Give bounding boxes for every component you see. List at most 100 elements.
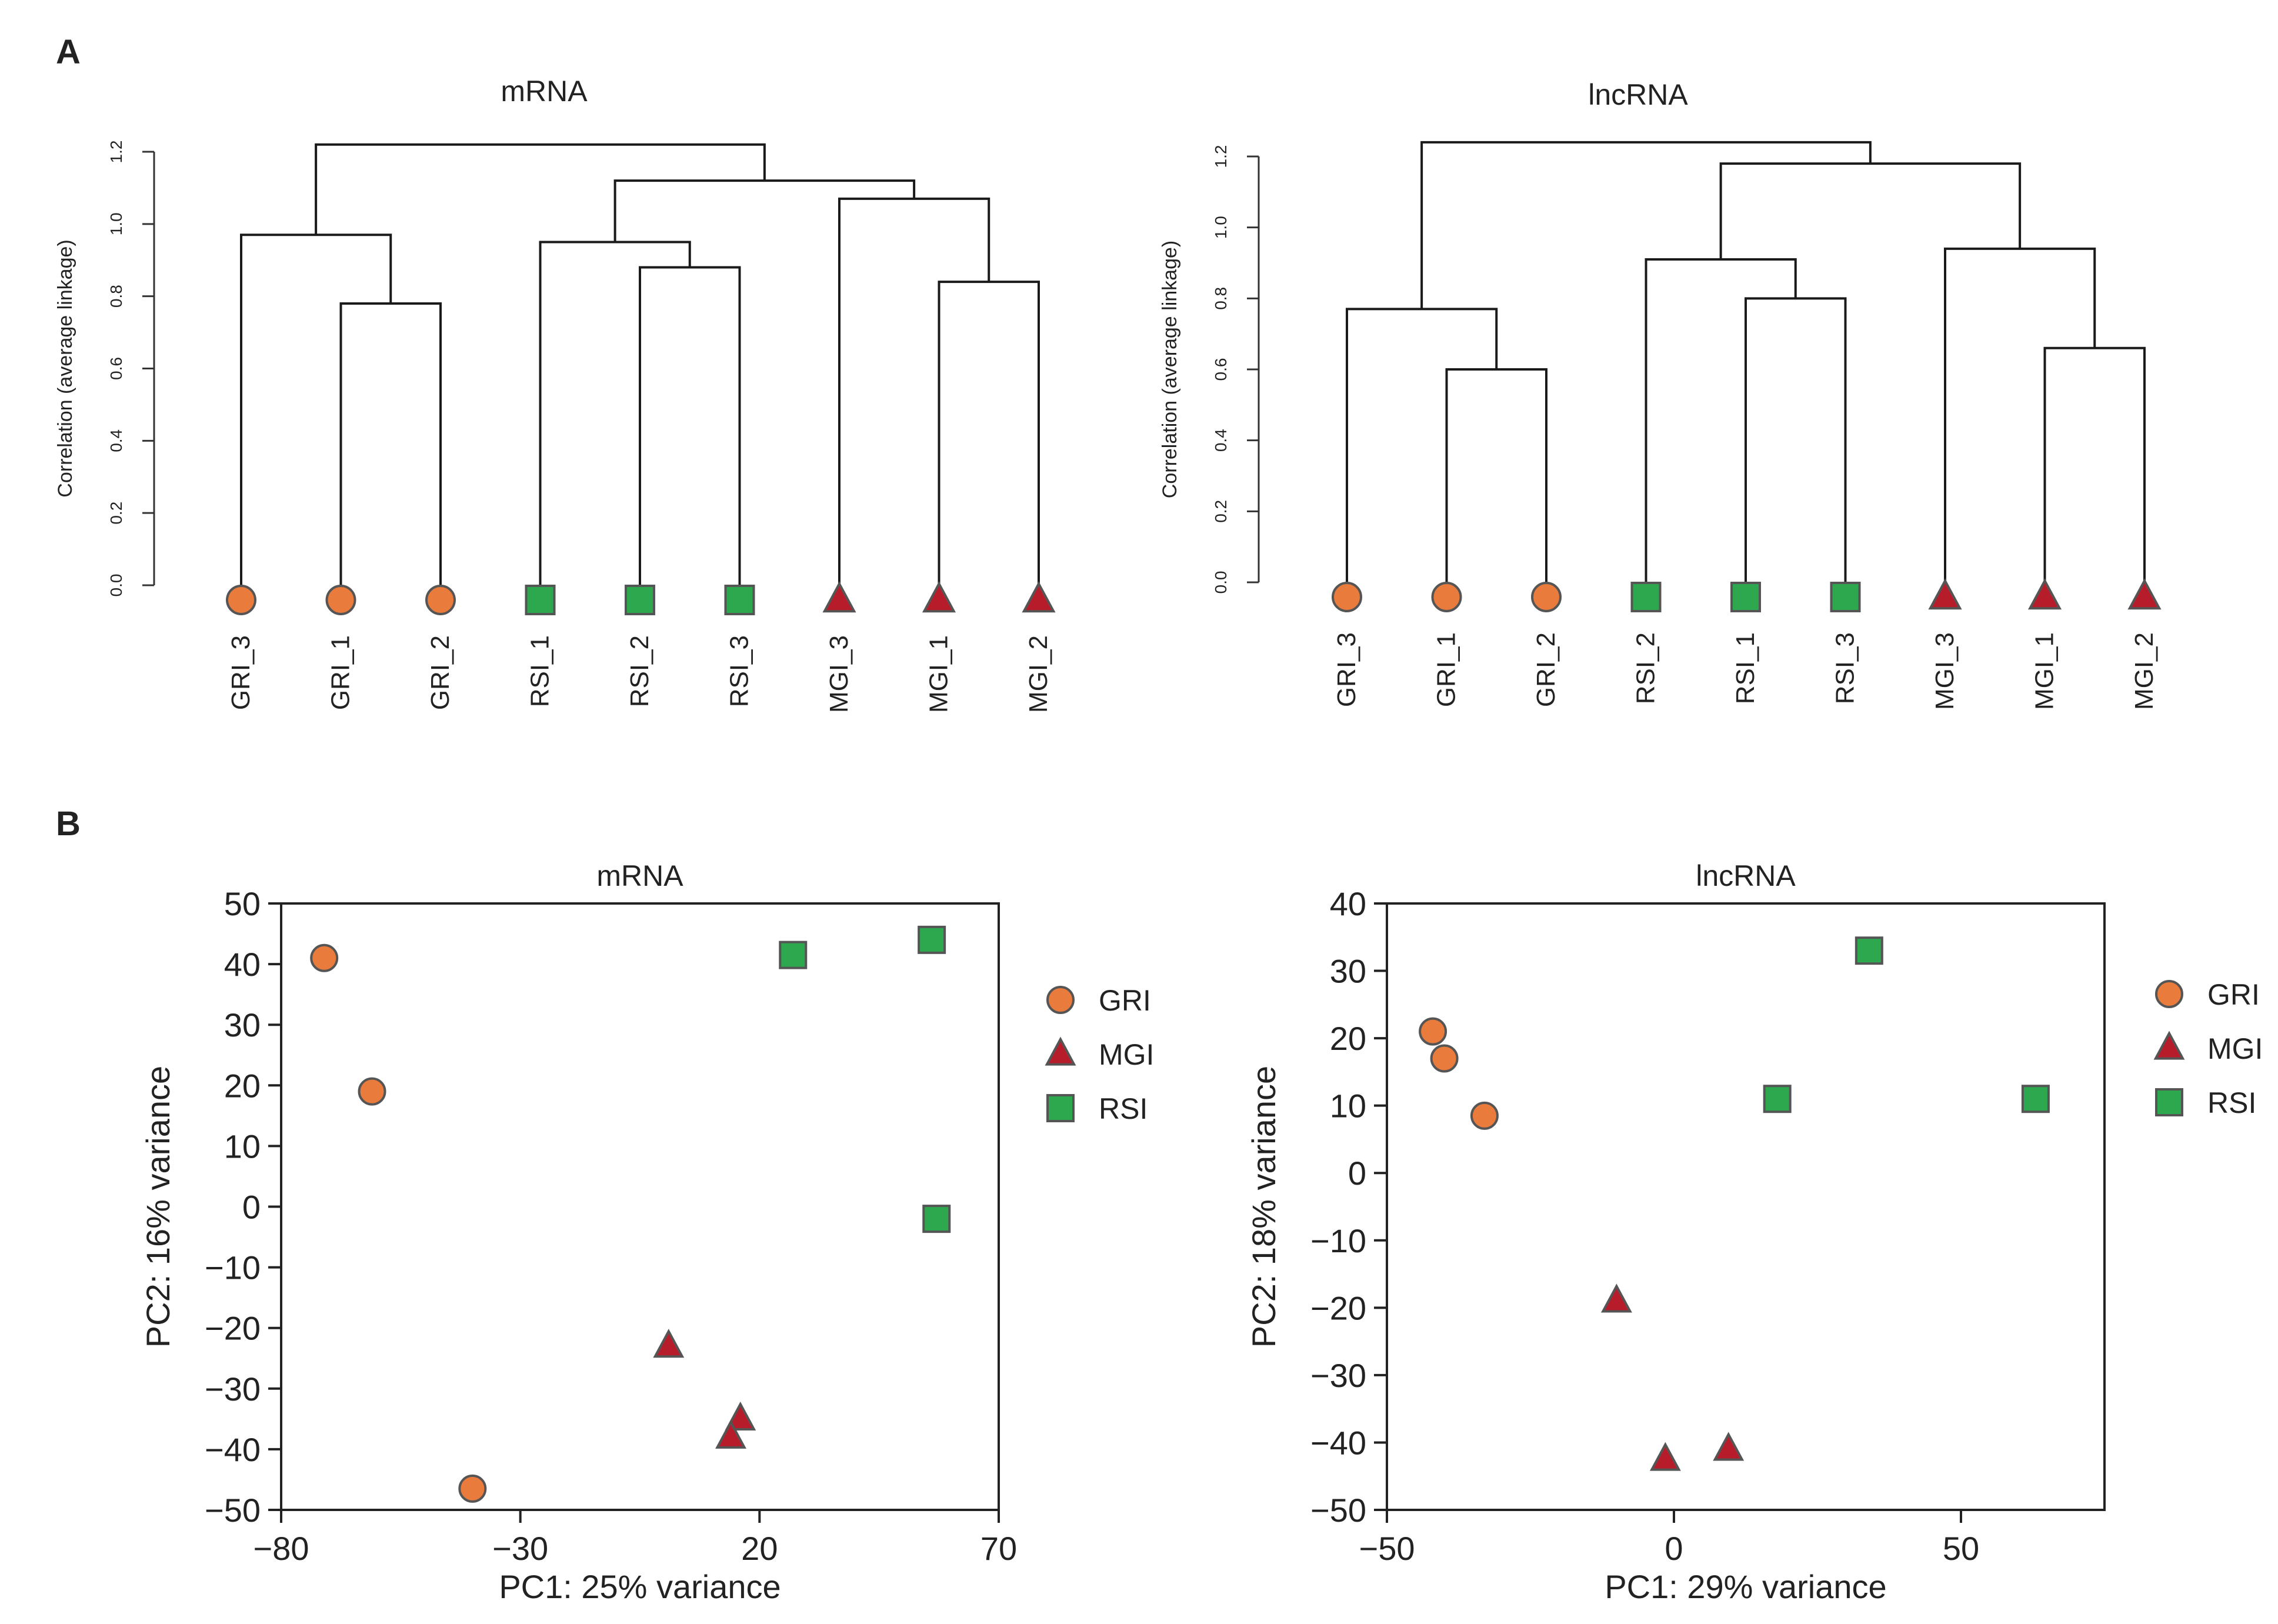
- leaf-marker-gri-1: [1431, 582, 1462, 612]
- y-tick-label: −40: [1310, 1424, 1366, 1461]
- y-tick-label: 1.0: [1212, 216, 1230, 239]
- legend-label: GRI: [1099, 984, 1151, 1017]
- y-tick-label: 1.2: [107, 141, 125, 164]
- y-tick-label: 1.0: [107, 212, 125, 235]
- leaf-marker-rsi-2: [625, 585, 655, 615]
- leaf-label: GRI_2: [426, 635, 455, 710]
- data-point-rsi: [918, 925, 946, 954]
- y-axis-label: Correlation (average linkage): [54, 239, 76, 497]
- y-tick-label: −10: [1310, 1222, 1366, 1259]
- dendrogram-branch: [1445, 368, 1547, 582]
- leaf-label: RSI_1: [526, 635, 555, 707]
- data-point-gri: [358, 1077, 386, 1106]
- leaf-label: MGI_3: [825, 635, 853, 713]
- data-point-gri: [1470, 1101, 1499, 1130]
- dendrogram-branch: [1719, 162, 2022, 259]
- y-axis-label: Correlation (average linkage): [1159, 241, 1181, 498]
- data-point-rsi: [1763, 1085, 1792, 1113]
- y-tick-label: 10: [1330, 1088, 1366, 1125]
- legend-marker-mgi: [1045, 1036, 1076, 1066]
- mrna-dendrogram: mRNA 0.0 0.2 0.4 0.6 0.8 1.0 1.2 Correlation (av…: [54, 75, 1056, 713]
- dendrogram-branch: [639, 266, 741, 585]
- dendrogram-branch: [339, 302, 442, 585]
- data-point-mgi: [725, 1401, 756, 1430]
- data-point-gri: [1430, 1044, 1459, 1073]
- leaf-marker-gri-3: [1332, 582, 1362, 612]
- leaf-marker-mgi-1: [922, 581, 956, 613]
- x-axis-label: PC1: 29% variance: [1605, 1568, 1886, 1605]
- leaf-marker-gri-3: [226, 585, 256, 615]
- leaf-marker-rsi-3: [724, 585, 755, 615]
- leaf-marker-rsi-1: [1730, 582, 1761, 612]
- y-tick-label: 30: [1330, 953, 1366, 990]
- leaf-label: GRI_2: [1532, 632, 1560, 707]
- lncrna-dendrogram: lncRNA 0.0 0.2 0.4 0.6 0.8 1.0 1.2 Correlation (…: [1159, 78, 2162, 710]
- legend-label: GRI: [2207, 978, 2260, 1011]
- leaf-label: MGI_2: [1024, 635, 1053, 713]
- leaf-label: MGI_1: [925, 635, 953, 713]
- y-tick-label: 0.6: [107, 357, 125, 380]
- y-tick-label: 30: [224, 1006, 261, 1043]
- leaf-label: RSI_2: [625, 635, 654, 707]
- dendrogram-branch: [838, 197, 990, 585]
- dendrogram-branch: [938, 281, 1040, 585]
- data-point-rsi: [2021, 1085, 2050, 1113]
- y-tick-label: 0.8: [107, 285, 125, 308]
- data-point-mgi: [715, 1419, 746, 1449]
- legend-marker-gri: [2155, 980, 2183, 1008]
- leaf-marker-mgi-2: [1022, 581, 1056, 613]
- data-point-gri: [1419, 1017, 1447, 1046]
- legend-marker-rsi: [2155, 1088, 2183, 1116]
- leaf-marker-rsi-2: [1630, 582, 1662, 612]
- leaf-marker-mgi-3: [822, 581, 856, 613]
- leaf-label: GRI_1: [1432, 632, 1461, 707]
- data-point-rsi: [922, 1205, 951, 1233]
- y-tick-label: 0: [1348, 1155, 1366, 1192]
- legend-label: MGI: [2207, 1032, 2263, 1065]
- y-tick-label: −50: [1310, 1492, 1366, 1529]
- y-tick-label: 0.0: [107, 574, 125, 597]
- leaf-marker-mgi-1: [2027, 578, 2062, 610]
- data-point-mgi: [653, 1329, 685, 1358]
- x-tick-label: 20: [741, 1530, 778, 1567]
- leaf-label: MGI_1: [2030, 632, 2059, 710]
- legend-label: RSI: [2207, 1086, 2256, 1119]
- data-point-mgi: [1713, 1432, 1745, 1461]
- y-tick-label: 0.2: [107, 502, 125, 525]
- x-tick-label: 50: [1943, 1530, 1979, 1567]
- leaf-marker-rsi-1: [525, 585, 556, 615]
- data-point-gri: [310, 943, 339, 972]
- panel-label-a: A: [56, 33, 81, 71]
- dendrogram-branch: [1745, 297, 1847, 582]
- leaf-label: RSI_1: [1731, 632, 1760, 704]
- data-point-mgi: [1600, 1283, 1632, 1313]
- data-point-mgi: [1649, 1442, 1681, 1471]
- leaf-marker-gri-1: [325, 585, 356, 615]
- leaf-marker-mgi-3: [1928, 578, 1962, 610]
- y-tick-label: 10: [224, 1128, 261, 1165]
- leaf-label: RSI_2: [1632, 632, 1660, 704]
- y-tick-label: 0.2: [1212, 500, 1230, 523]
- y-axis-label: PC2: 18% variance: [1245, 1066, 1282, 1348]
- lncrna-pca-plot: lncRNA −50 0 50 −50 −40 −30 −20 −10 0 10 20 30 40 PC1:…: [1245, 859, 2263, 1605]
- leaf-label: MGI_3: [1930, 632, 1959, 710]
- y-tick-label: 0.6: [1212, 358, 1230, 381]
- legend-label: MGI: [1099, 1038, 1154, 1071]
- x-tick-label: −50: [1359, 1530, 1415, 1567]
- leaf-label: GRI_1: [326, 635, 355, 710]
- data-point-gri: [458, 1474, 487, 1503]
- dendrogram-title: lncRNA: [1588, 78, 1688, 111]
- x-axis-label: PC1: 25% variance: [499, 1568, 781, 1605]
- leaf-label: RSI_3: [725, 635, 754, 707]
- y-tick-label: −30: [1310, 1357, 1366, 1394]
- dendrogram-branch: [613, 179, 916, 242]
- leaf-label: GRI_3: [1332, 632, 1361, 707]
- y-tick-label: −20: [1310, 1289, 1366, 1326]
- y-tick-label: 0.4: [1212, 429, 1230, 452]
- data-point-rsi: [1855, 936, 1883, 965]
- plot-frame: [280, 902, 1000, 1511]
- leaf-label: GRI_3: [226, 635, 255, 710]
- y-tick-label: 0: [242, 1189, 261, 1226]
- dendrogram-branch: [1346, 308, 1498, 582]
